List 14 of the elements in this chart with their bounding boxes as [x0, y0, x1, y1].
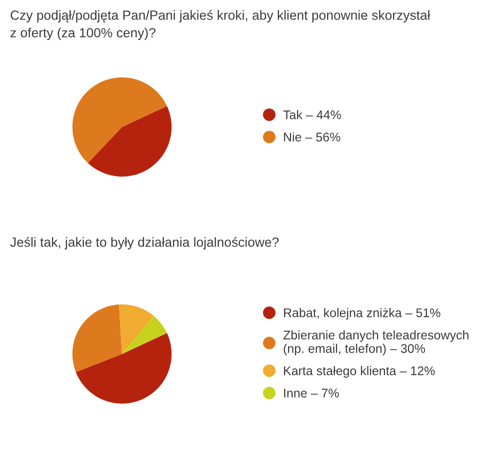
- chart-title: Czy podjął/podjęta Pan/Pani jakieś kroki, aby klient ponownie skorzystał z oferty (za 100% ceny)?: [10, 10, 430, 40]
- legend-label: Nie – 56%: [284, 132, 340, 142]
- pie-slice: [72, 304, 122, 372]
- pie-slice: [119, 304, 154, 354]
- pie-slice: [88, 106, 172, 177]
- legend-label: Rabat, kolejna zniżka – 51%: [284, 308, 440, 320]
- pie-slice: [72, 77, 167, 164]
- pie-slice: [122, 316, 167, 354]
- legend-label: Karta stałego klienta – 12%: [284, 366, 435, 378]
- legend-label: Zbieranie danych teleadresowych (np. email, telefon) – 30%: [283, 330, 468, 356]
- pie-slice: [76, 333, 172, 404]
- legend-label: Inne – 7%: [284, 388, 339, 398]
- legend-label: Tak – 44%: [283, 110, 341, 120]
- chart-title: Jeśli tak, jakie to były działania lojalnościowe?: [10, 237, 279, 250]
